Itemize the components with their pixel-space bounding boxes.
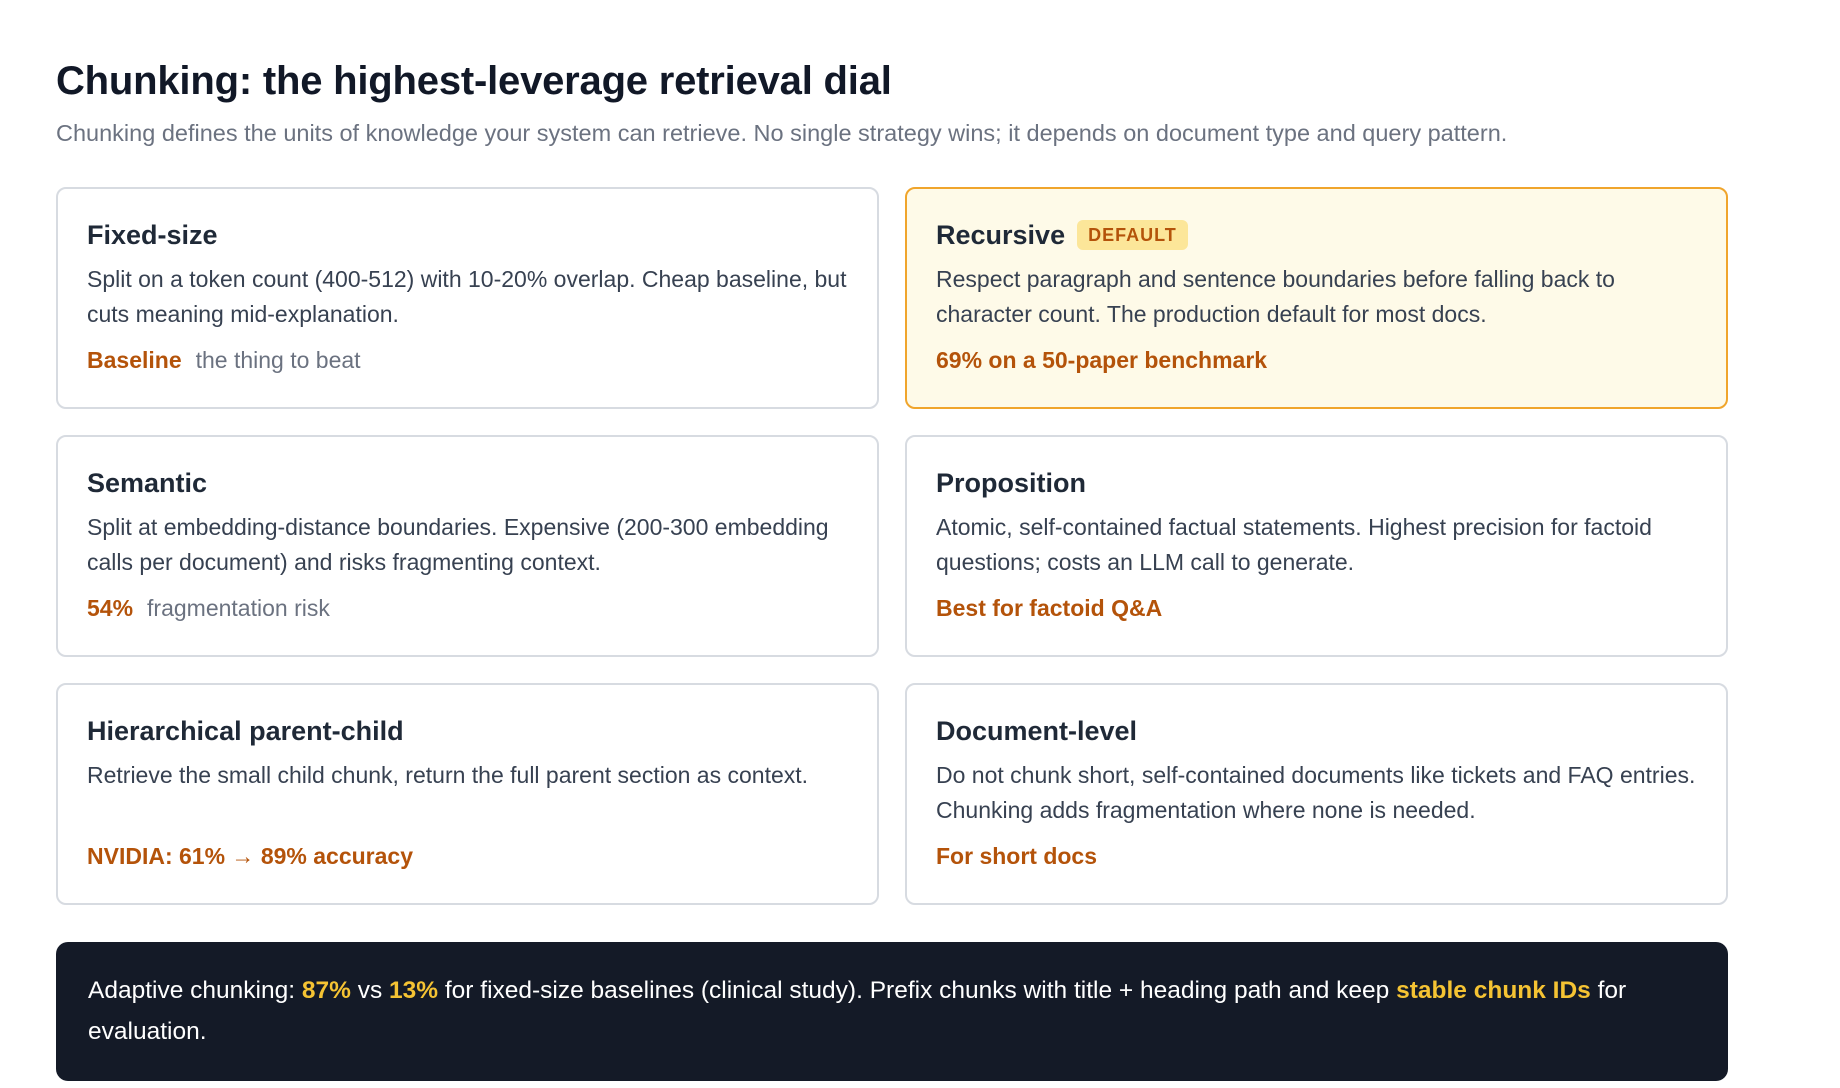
default-badge: DEFAULT xyxy=(1077,220,1188,250)
card-semantic: Semantic Split at embedding-distance bou… xyxy=(56,435,879,657)
card-meta: Baseline the thing to beat xyxy=(87,345,847,375)
card-description: Split on a token count (400-512) with 10… xyxy=(87,266,847,327)
callout-highlight: 13% xyxy=(389,977,439,1004)
card-title: Document-level xyxy=(936,716,1138,746)
callout-highlight: 87% xyxy=(301,977,351,1004)
callout-text: for fixed-size baselines (clinical study… xyxy=(438,977,1397,1004)
card-title: Recursive xyxy=(936,220,1066,250)
card-meta-label: 69% on a 50-paper benchmark xyxy=(936,347,1268,373)
card-title: Hierarchical parent-child xyxy=(87,716,404,746)
card-meta-label: Best for factoid Q&A xyxy=(936,595,1163,621)
card-hierarchical: Hierarchical parent-child Retrieve the s… xyxy=(56,683,879,905)
card-description: Respect paragraph and sentence boundarie… xyxy=(936,266,1615,327)
callout-text: for evaluation. xyxy=(88,977,1627,1045)
card-meta: 69% on a 50-paper benchmark xyxy=(936,345,1696,375)
card-meta: Best for factoid Q&A xyxy=(936,593,1696,623)
card-description: Split at embedding-distance boundaries. … xyxy=(87,514,829,575)
card-fixed-size: Fixed-size Split on a token count (400-5… xyxy=(56,187,879,409)
card-title: Semantic xyxy=(87,468,208,498)
card-description: Atomic, self-contained factual statement… xyxy=(936,514,1652,575)
card-title: Proposition xyxy=(936,468,1086,498)
card-description: Do not chunk short, self-contained docum… xyxy=(936,762,1696,823)
summary-callout: Adaptive chunking: 87% vs 13% for fixed-… xyxy=(56,942,1728,1081)
callout-highlight: stable chunk IDs xyxy=(1396,977,1591,1004)
card-header: Hierarchical parent-child xyxy=(87,713,847,749)
card-description: Retrieve the small child chunk, return t… xyxy=(87,762,809,788)
card-proposition: Proposition Atomic, self-contained factu… xyxy=(905,435,1728,657)
callout-text: vs xyxy=(350,977,390,1004)
card-meta-label: Baseline xyxy=(87,347,182,373)
callout-text: Adaptive chunking: xyxy=(88,977,302,1004)
card-header: Semantic xyxy=(87,465,847,501)
card-meta-note: the thing to beat xyxy=(195,347,361,373)
card-meta: For short docs xyxy=(936,841,1696,871)
card-meta: 54% fragmentation risk xyxy=(87,593,847,623)
card-meta-label: For short docs xyxy=(936,843,1098,869)
card-title: Fixed-size xyxy=(87,220,218,250)
card-document-level: Document-level Do not chunk short, self-… xyxy=(905,683,1728,905)
card-recursive: Recursive DEFAULT Respect paragraph and … xyxy=(905,187,1728,409)
page: Chunking: the highest-leverage retrieval… xyxy=(56,59,1728,1081)
card-meta: NVIDIA: 61% → 89% accuracy xyxy=(87,841,847,871)
card-header: Document-level xyxy=(936,713,1696,749)
card-header: Fixed-size xyxy=(87,217,847,253)
card-meta-label: NVIDIA: 61% → 89% accuracy xyxy=(87,843,413,869)
card-meta-label: 54% xyxy=(87,595,134,621)
card-header: Proposition xyxy=(936,465,1696,501)
card-meta-note: fragmentation risk xyxy=(147,595,330,621)
page-title: Chunking: the highest-leverage retrieval… xyxy=(56,59,892,103)
strategy-grid: Fixed-size Split on a token count (400-5… xyxy=(56,187,1728,905)
card-header: Recursive DEFAULT xyxy=(936,217,1696,253)
page-subtitle: Chunking defines the units of knowledge … xyxy=(56,120,1508,146)
